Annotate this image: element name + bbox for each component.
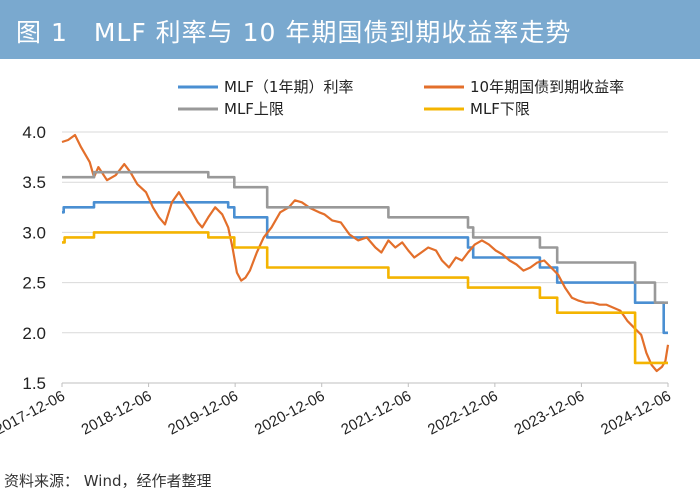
- legend-label-3: MLF下限: [470, 100, 530, 118]
- x-tick-label: 2023-12-06: [512, 388, 588, 439]
- legend-label-0: MLF（1年期）利率: [224, 78, 353, 96]
- x-tick-label: 2021-12-06: [338, 388, 414, 439]
- figure-header: 图 1 MLF 利率与 10 年期国债到期收益率走势: [0, 0, 700, 59]
- series-line-2: [62, 170, 668, 304]
- chart-area: 4.0 3.5 3.0 2.5 2.0 1.5 2017-12-06 2018-12-06 20…: [0, 59, 700, 469]
- series-line-1: [61, 133, 670, 373]
- source-note: 资料来源： Wind，经作者整理: [4, 472, 212, 490]
- figure-title: 图 1 MLF 利率与 10 年期国债到期收益率走势: [16, 18, 572, 47]
- x-tick-label: 2024-12-06: [598, 388, 674, 439]
- x-tick-label: 2022-12-06: [425, 388, 501, 439]
- y-tick-label: 4.0: [22, 123, 46, 142]
- series-line-3: [62, 231, 668, 365]
- x-tick-label: 2017-12-06: [0, 388, 68, 439]
- legend-label-1: 10年期国债到期收益率: [470, 78, 624, 96]
- x-tick-label: 2020-12-06: [252, 388, 328, 439]
- x-tick-label: 2018-12-06: [79, 388, 155, 439]
- series-line-0: [62, 201, 668, 335]
- y-tick-label: 1.5: [22, 374, 46, 393]
- y-tick-label: 2.5: [22, 274, 46, 293]
- legend-label-2: MLF上限: [224, 100, 284, 118]
- y-tick-label: 2.0: [22, 324, 46, 343]
- y-tick-label: 3.0: [22, 223, 46, 242]
- y-tick-label: 3.5: [22, 173, 46, 192]
- x-tick-label: 2019-12-06: [165, 388, 241, 439]
